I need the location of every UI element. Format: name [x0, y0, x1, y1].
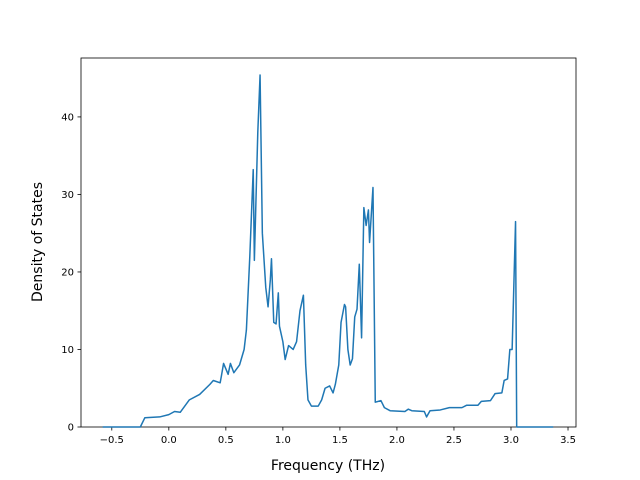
- y-tick-label: 30: [61, 190, 74, 201]
- x-tick-label: 1.0: [275, 435, 291, 446]
- x-tick-label: 0.0: [161, 435, 177, 446]
- x-tick-label: 3.0: [503, 435, 519, 446]
- y-axis-label: Density of States: [30, 182, 46, 302]
- x-tick-label: 0.5: [218, 435, 234, 446]
- x-tick-label: −0.5: [100, 435, 124, 446]
- plot-frame: [80, 57, 577, 428]
- y-tick-label: 20: [61, 267, 74, 278]
- x-tick-label: 1.5: [332, 435, 348, 446]
- x-axis-label: Frequency (THz): [271, 458, 385, 474]
- y-tick-label: 40: [61, 112, 74, 123]
- y-tick-label: 0: [68, 423, 74, 434]
- y-tick-label: 10: [61, 345, 74, 356]
- data-line: [102, 74, 554, 428]
- x-tick-label: 3.5: [560, 435, 576, 446]
- x-tick-label: 2.0: [389, 435, 405, 446]
- x-tick-label: 2.5: [446, 435, 462, 446]
